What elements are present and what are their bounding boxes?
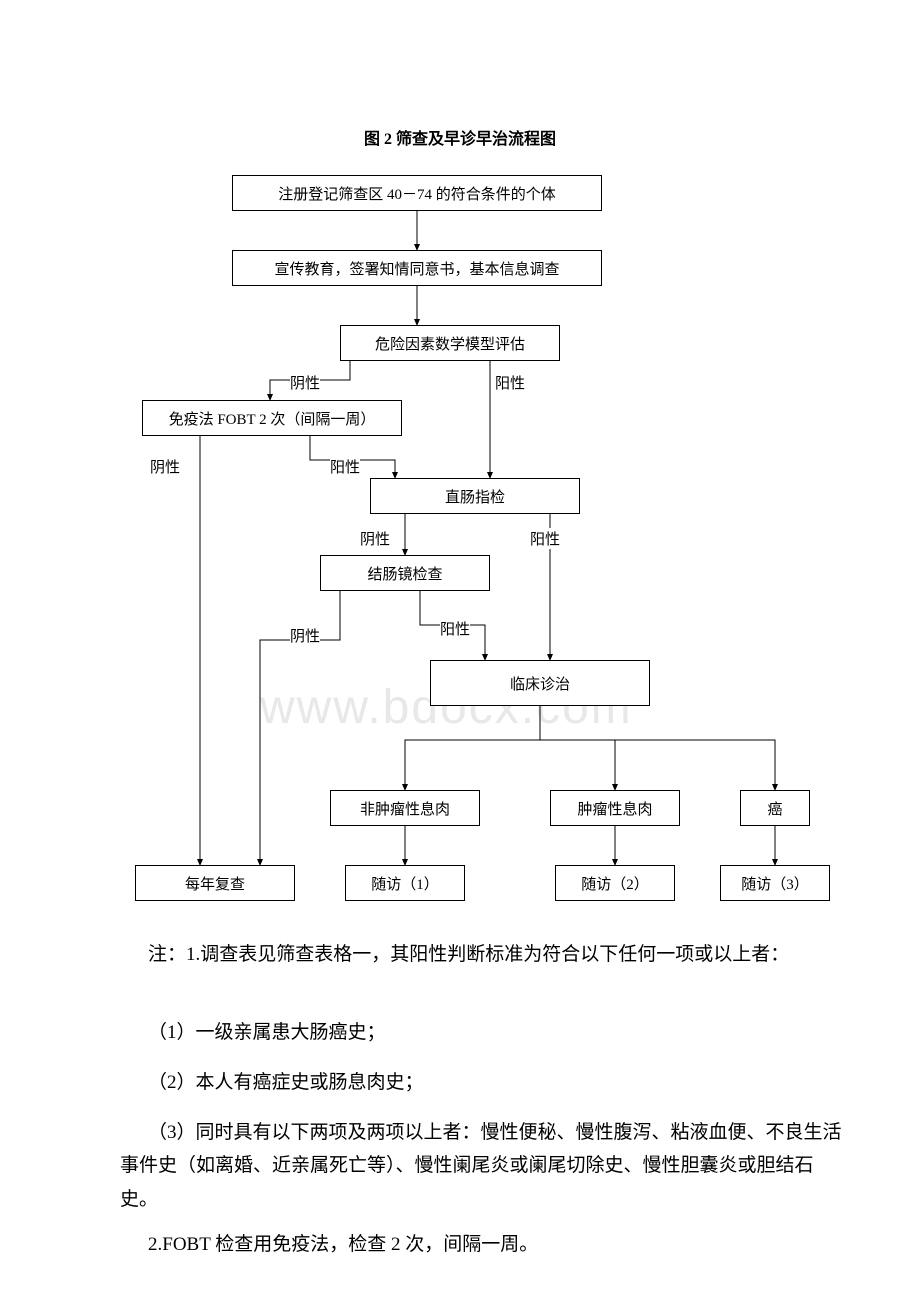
node-annual-review: 每年复查	[135, 865, 295, 901]
node-followup-1: 随访（1）	[345, 865, 465, 901]
edge-label-pos-2: 阳性	[330, 456, 360, 477]
note-3: （2）本人有癌症史或肠息肉史；	[120, 1066, 850, 1099]
note-1: 注：1.调查表见筛查表格一，其阳性判断标准为符合以下任何一项或以上者：	[120, 938, 850, 971]
figure-title: 图 2 筛查及早诊早治流程图	[0, 125, 920, 149]
node-fobt: 免疫法 FOBT 2 次（间隔一周）	[142, 400, 402, 436]
node-followup-3: 随访（3）	[720, 865, 830, 901]
note-4: （3）同时具有以下两项及两项以上者：慢性便秘、慢性腹泻、粘液血便、不良生活事件史…	[120, 1116, 850, 1216]
node-neoplastic: 肿瘤性息肉	[550, 790, 680, 826]
edge-label-neg-3: 阴性	[360, 528, 390, 549]
edge-label-neg-4: 阴性	[290, 625, 320, 646]
edge-label-neg-1: 阴性	[290, 372, 320, 393]
note-2: （1）一级亲属患大肠癌史；	[120, 1016, 850, 1049]
node-clinical: 临床诊治	[430, 660, 650, 706]
node-risk-model: 危险因素数学模型评估	[340, 325, 560, 361]
edge-label-pos-4: 阳性	[440, 618, 470, 639]
node-followup-2: 随访（2）	[555, 865, 675, 901]
node-colonoscopy: 结肠镜检查	[320, 555, 490, 591]
edge-label-pos-3: 阳性	[530, 528, 560, 549]
node-register: 注册登记筛查区 40－74 的符合条件的个体	[232, 175, 602, 211]
node-education: 宣传教育，签署知情同意书，基本信息调查	[232, 250, 602, 286]
node-cancer: 癌	[740, 790, 810, 826]
note-5: 2.FOBT 检查用免疫法，检查 2 次，间隔一周。	[120, 1228, 850, 1261]
node-rectal-exam: 直肠指检	[370, 478, 580, 514]
edge-label-pos-1: 阳性	[495, 372, 525, 393]
edge-label-neg-2: 阴性	[150, 456, 180, 477]
node-nonneoplastic: 非肿瘤性息肉	[330, 790, 480, 826]
